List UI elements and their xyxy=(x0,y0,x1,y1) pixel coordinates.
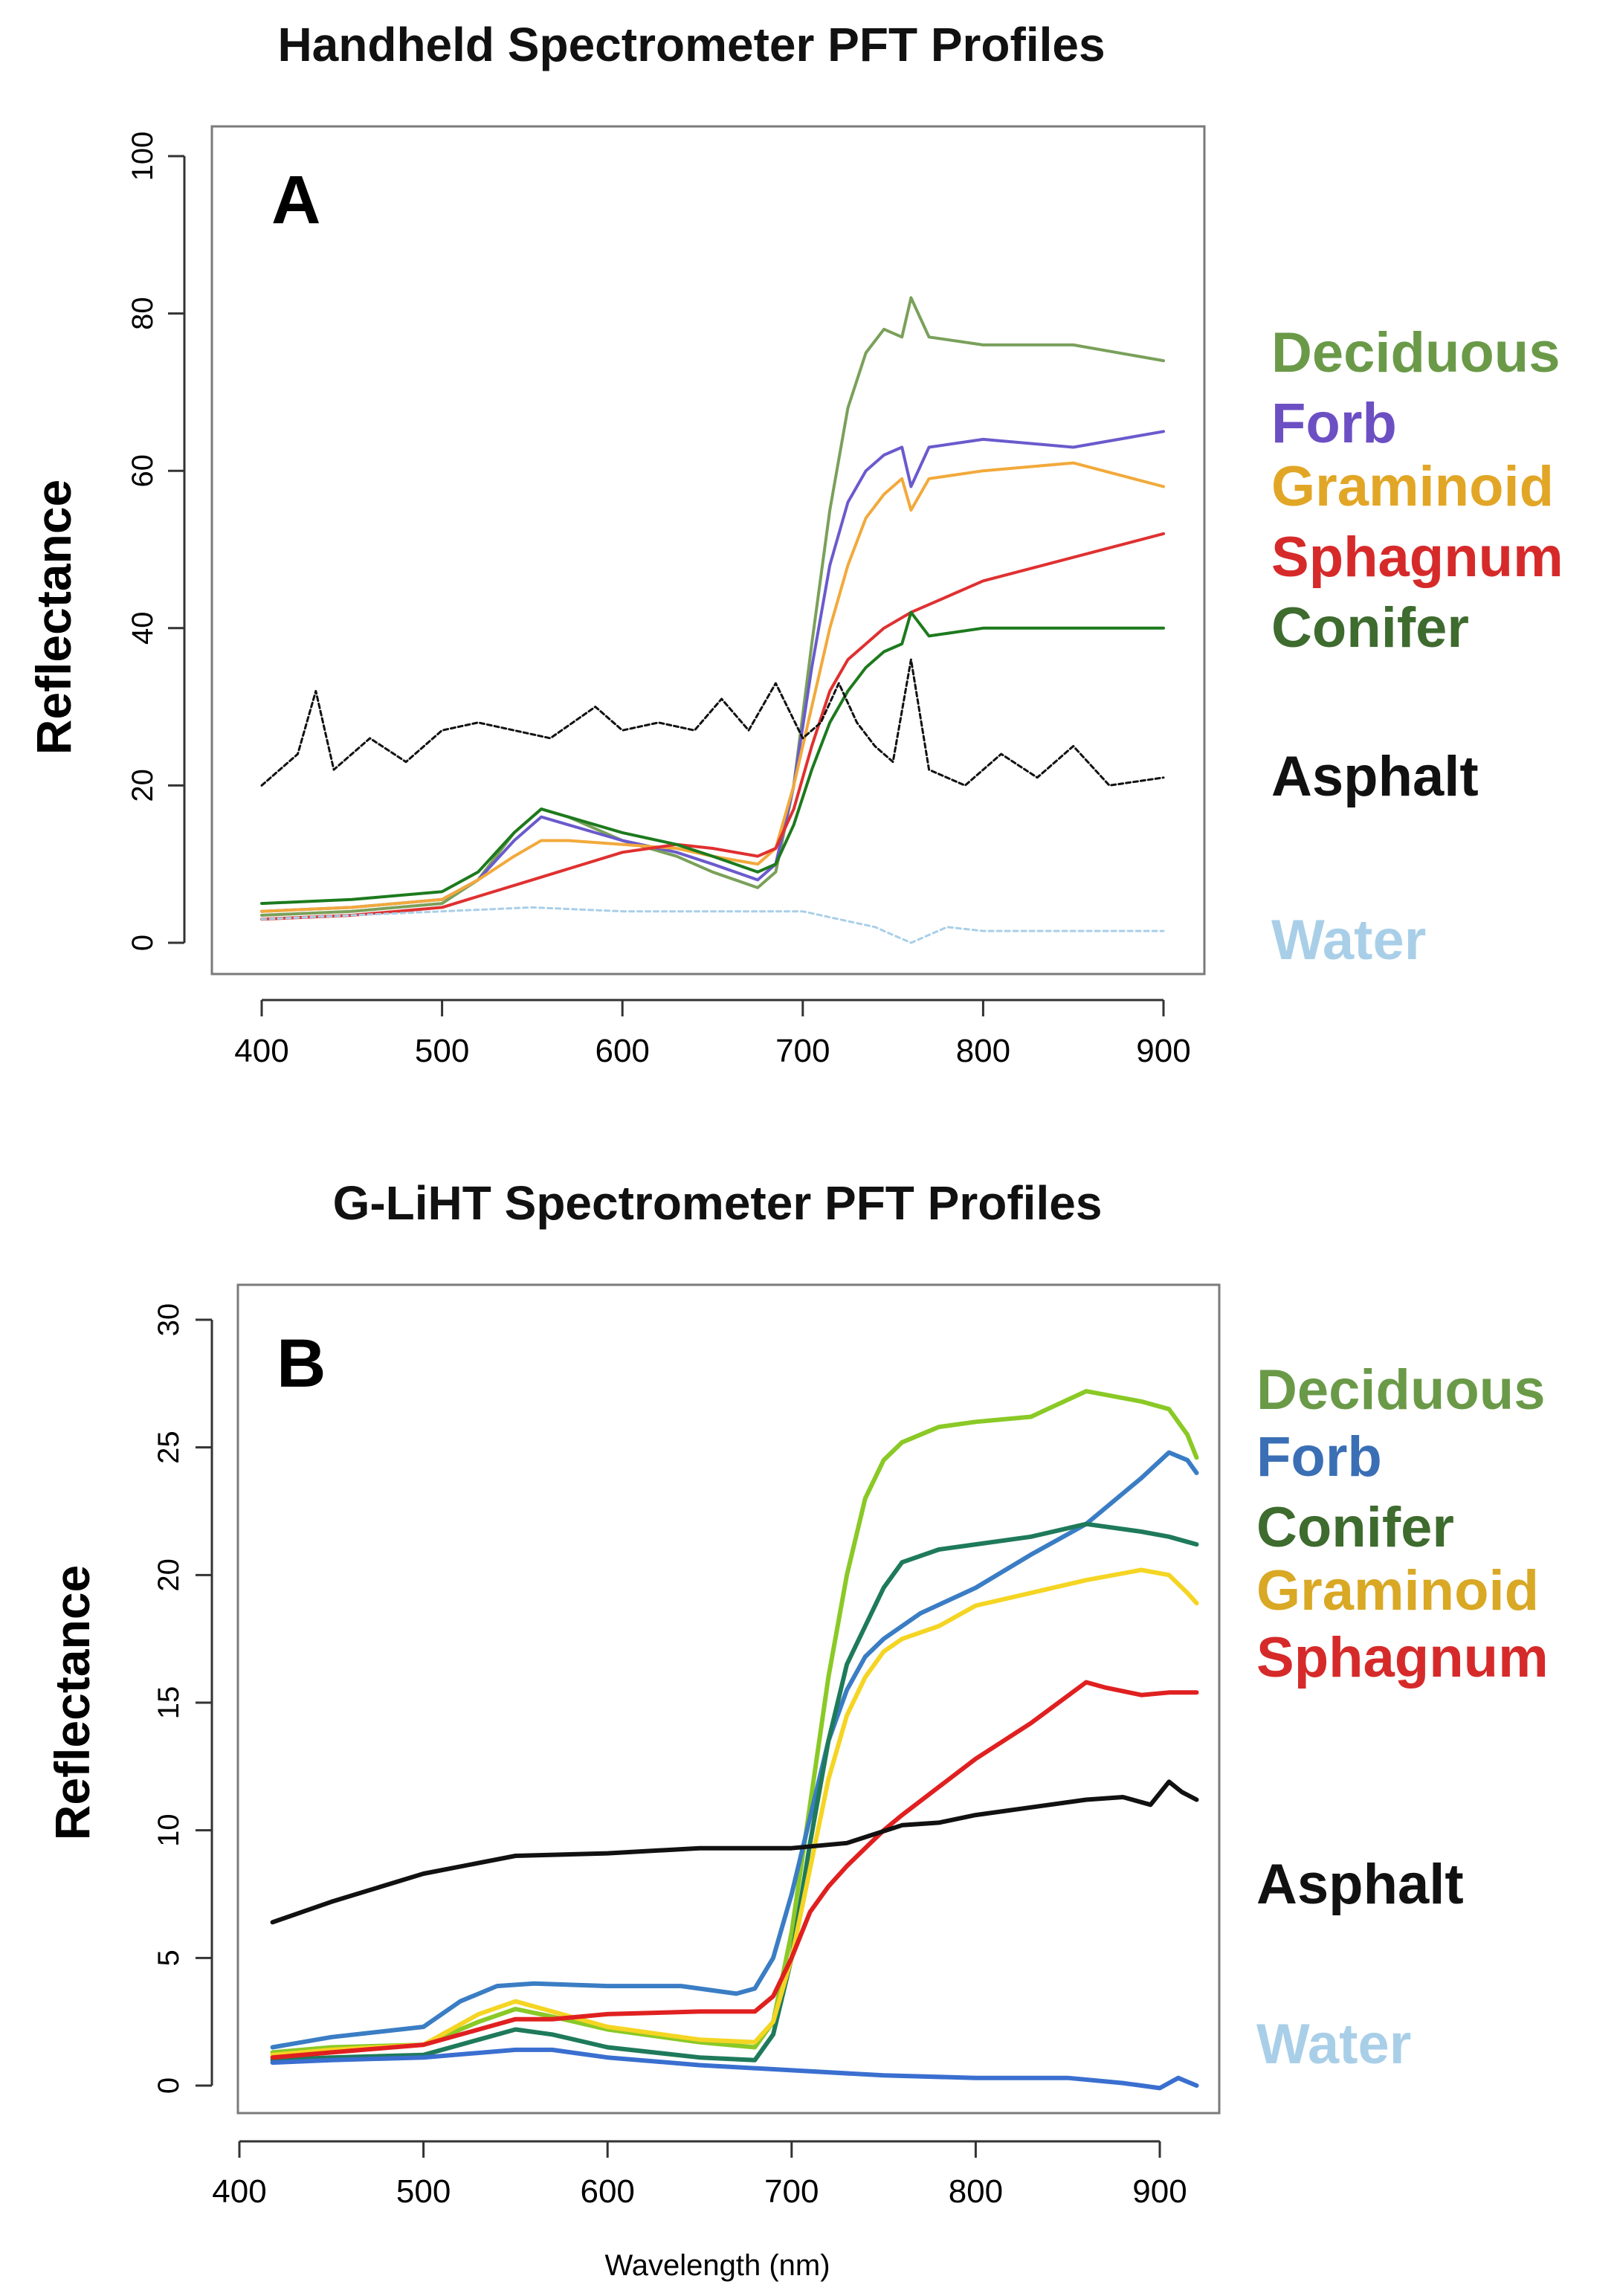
y-tick-label: 0 xyxy=(126,935,159,951)
series-line-conifer xyxy=(260,610,1165,906)
y-tick-label: 15 xyxy=(152,1686,185,1720)
legend-label-asphalt: Asphalt xyxy=(1256,1853,1464,1916)
series-line-sphagnum xyxy=(270,1680,1199,2060)
y-tick-label: 40 xyxy=(126,612,159,645)
series-line-graminoid xyxy=(270,1567,1199,2057)
series-line-deciduous xyxy=(270,1389,1199,2055)
series-line-forb xyxy=(270,1450,1199,2050)
legend-label-water: Water xyxy=(1271,909,1426,972)
series-line-water xyxy=(260,906,1165,944)
y-tick-label: 30 xyxy=(152,1303,185,1337)
legend-label-conifer: Conifer xyxy=(1256,1496,1454,1559)
x-tick-label: 900 xyxy=(1132,2173,1187,2210)
legend-label-graminoid: Graminoid xyxy=(1256,1559,1539,1622)
chart-title: G-LiHT Spectrometer PFT Profiles xyxy=(333,1176,1103,1230)
legend-label-conifer: Conifer xyxy=(1271,596,1469,660)
y-tick-label: 20 xyxy=(126,769,159,802)
x-tick-label: 400 xyxy=(212,2173,266,2210)
legend-label-graminoid: Graminoid xyxy=(1271,455,1554,518)
plot-frame xyxy=(210,125,1206,976)
legend-label-deciduous: Deciduous xyxy=(1256,1358,1546,1422)
chart-panel-b: G-LiHT Spectrometer PFT Profiles B Refle… xyxy=(45,1176,1549,2282)
axes: 400 500 600 700 800 900 0 20 40 60 80 100 xyxy=(126,132,1191,1069)
series-line-asphalt xyxy=(270,1779,1199,1925)
y-tick-label: 10 xyxy=(152,1813,185,1847)
y-tick-label: 60 xyxy=(126,454,159,488)
y-tick-label: 5 xyxy=(152,1950,185,1966)
series-line-deciduous xyxy=(260,296,1165,917)
x-tick-label: 600 xyxy=(595,1033,649,1069)
x-tick-label: 800 xyxy=(956,1033,1010,1069)
x-tick-label: 800 xyxy=(949,2173,1003,2210)
panel-label: A xyxy=(271,162,320,238)
chart-title: Handheld Spectrometer PFT Profiles xyxy=(277,18,1105,71)
legend-label-forb: Forb xyxy=(1256,1425,1382,1489)
y-tick-label: 100 xyxy=(126,132,159,181)
series-lines xyxy=(260,296,1165,944)
legend-label-sphagnum: Sphagnum xyxy=(1271,526,1563,589)
series-line-conifer xyxy=(270,1521,1199,2063)
x-axis-label: Wavelength (nm) xyxy=(604,2249,830,2282)
y-axis-label: Reflectance xyxy=(26,480,81,755)
series-line-forb xyxy=(260,430,1165,913)
legend-label-deciduous: Deciduous xyxy=(1271,321,1560,384)
x-tick-label: 600 xyxy=(580,2173,634,2210)
y-tick-label: 80 xyxy=(126,297,159,330)
panel-label: B xyxy=(277,1326,326,1402)
x-tick-label: 700 xyxy=(775,1033,830,1069)
x-tick-label: 400 xyxy=(234,1033,288,1069)
axes: 400 500 600 700 800 900 0 5 10 15 20 25 30 xyxy=(152,1303,1187,2210)
x-tick-label: 500 xyxy=(396,2173,451,2210)
legend-label-asphalt: Asphalt xyxy=(1271,745,1479,808)
legend-label-water: Water xyxy=(1256,2013,1411,2076)
series-line-graminoid xyxy=(260,461,1165,913)
x-tick-label: 500 xyxy=(415,1033,469,1069)
legend-label-sphagnum: Sphagnum xyxy=(1256,1626,1549,1689)
y-tick-label: 25 xyxy=(152,1431,185,1464)
legend-label-forb: Forb xyxy=(1271,392,1397,455)
chart-panel-a: Handheld Spectrometer PFT Profiles A Ref… xyxy=(26,18,1563,1069)
series-line-sphagnum xyxy=(260,532,1165,921)
y-axis-label: Reflectance xyxy=(45,1565,100,1841)
y-tick-label: 20 xyxy=(152,1558,185,1592)
y-tick-label: 0 xyxy=(152,2077,185,2094)
plot-frame xyxy=(236,1283,1221,2115)
x-tick-label: 700 xyxy=(764,2173,819,2210)
series-line-asphalt xyxy=(260,658,1165,787)
series-line-water xyxy=(270,2047,1199,2091)
x-tick-label: 900 xyxy=(1136,1033,1190,1069)
series-lines xyxy=(270,1389,1199,2091)
